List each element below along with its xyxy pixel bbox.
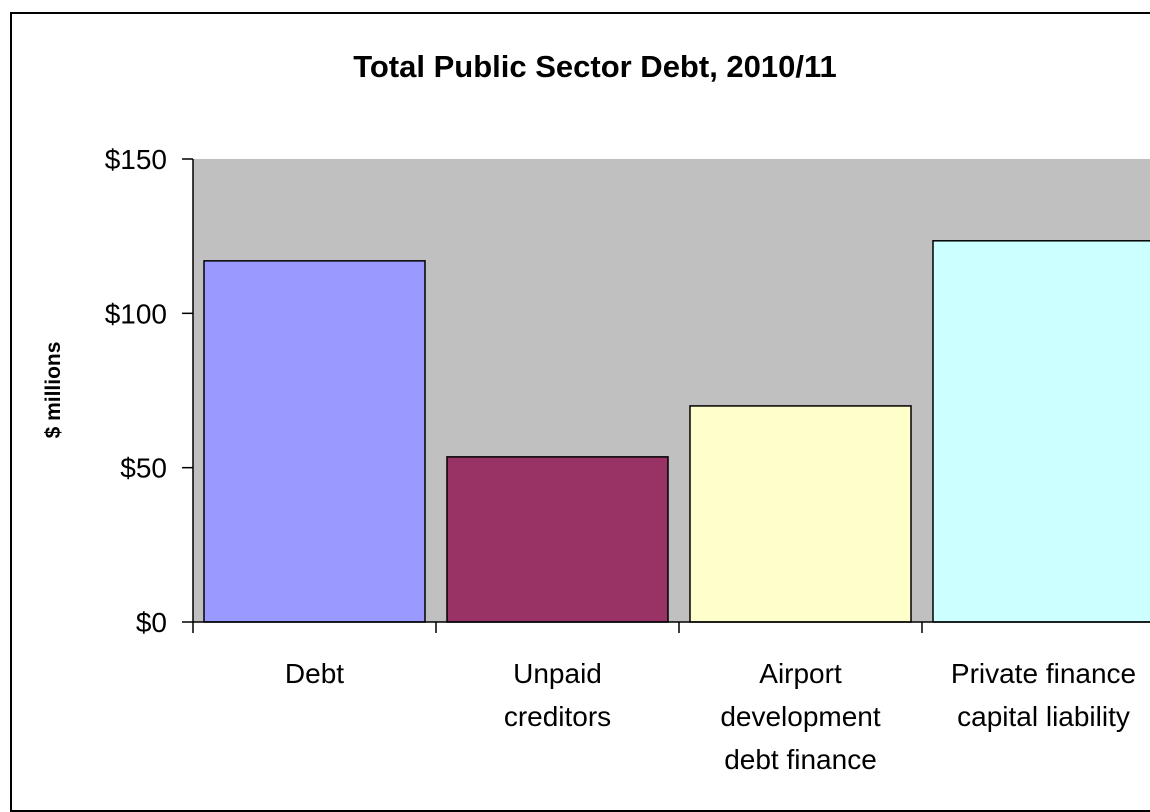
y-tick-label: $0 [136, 607, 167, 638]
category-labels: Debt Unpaid creditors Airport development deb… [285, 658, 1136, 775]
x-ticks [192, 622, 923, 633]
category-label-3: Private finance capital liability [951, 658, 1136, 732]
y-axis-label: $ millions [42, 342, 65, 439]
bar-3 [932, 240, 1150, 623]
bars-layer [203, 240, 1150, 623]
bar-1 [446, 456, 669, 623]
y-tick-label: $50 [120, 453, 167, 484]
bar-2 [689, 405, 912, 623]
chart-title: Total Public Sector Debt, 2010/11 [353, 49, 837, 84]
y-tick-label: $100 [105, 298, 167, 329]
category-label-0: Debt [285, 658, 344, 689]
bar-0 [203, 260, 426, 623]
y-ticks: $0 $50 $100 $150 [105, 144, 193, 638]
category-label-2: Airport development debt finance [720, 658, 881, 775]
category-label-1: Unpaid creditors [504, 658, 611, 732]
y-tick-label: $150 [105, 144, 167, 175]
